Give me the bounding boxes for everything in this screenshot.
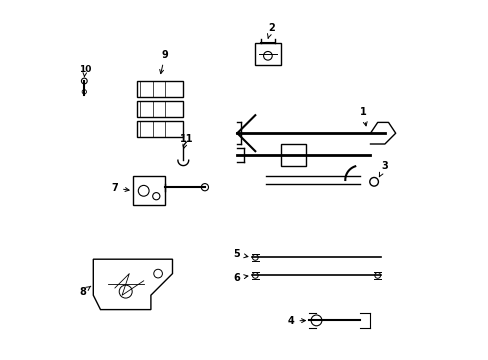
Text: 1: 1 [359, 107, 366, 126]
Bar [136, 101, 183, 117]
Text: 6: 6 [233, 273, 247, 283]
Bar [280, 144, 305, 166]
Bar [136, 121, 183, 137]
Text: 3: 3 [379, 161, 387, 177]
Text: 11: 11 [179, 134, 193, 148]
Text: 4: 4 [287, 316, 305, 326]
Text: 5: 5 [233, 249, 247, 260]
Bar [136, 81, 183, 97]
Text: 9: 9 [160, 50, 168, 74]
Text: 7: 7 [111, 183, 129, 193]
Text: 8: 8 [79, 286, 91, 297]
Text: 10: 10 [79, 65, 91, 77]
Text: 2: 2 [267, 23, 274, 38]
Bar [133, 176, 165, 205]
